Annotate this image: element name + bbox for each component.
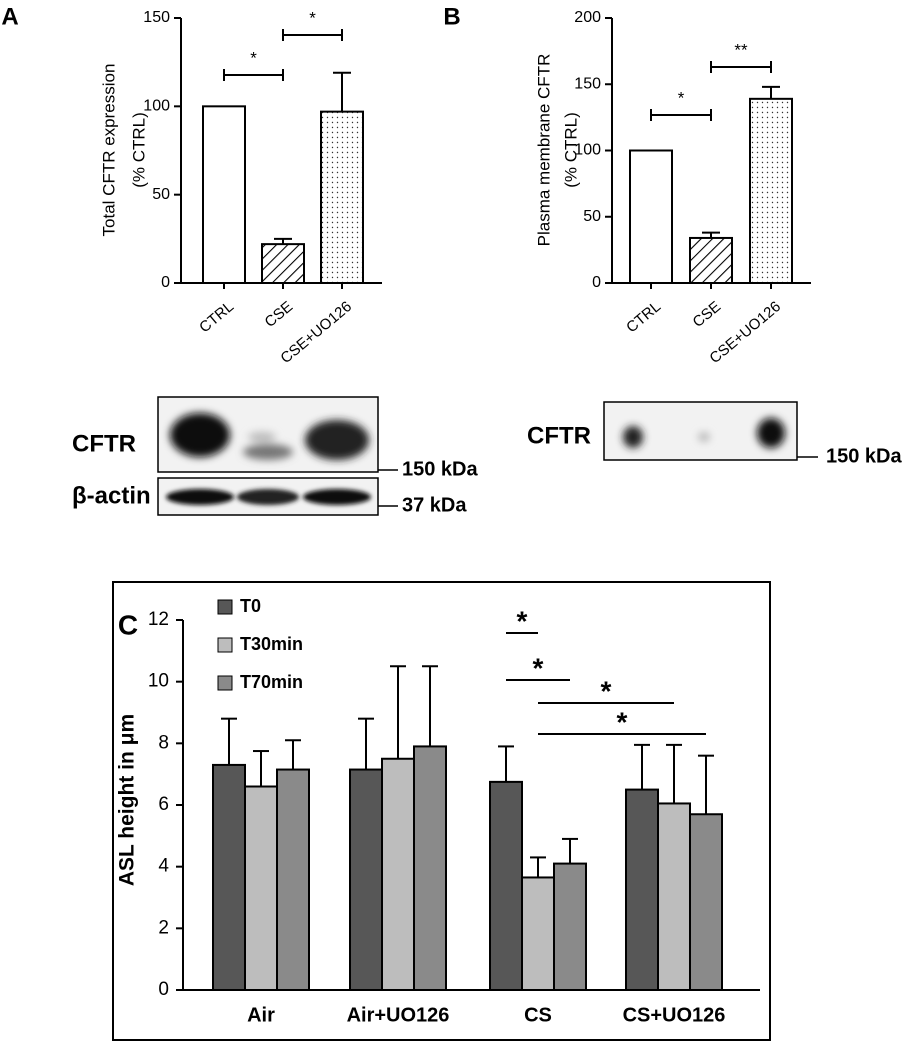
- legend-label: T70min: [240, 672, 303, 692]
- y-axis-label: Plasma membrane CFTR: [534, 54, 553, 247]
- significance-label: *: [517, 605, 528, 636]
- y-tick-label: 150: [574, 75, 601, 92]
- x-tick-label: Air: [247, 1004, 275, 1026]
- y-tick-label: 100: [574, 142, 601, 159]
- y-tick-label: 200: [574, 9, 601, 26]
- y-tick-label: 50: [152, 186, 170, 203]
- bar: [276, 768, 310, 992]
- y-axis-label: Total CFTR expression: [99, 64, 118, 237]
- bar: [629, 149, 673, 284]
- legend-swatch: [217, 637, 233, 653]
- bar: [381, 757, 415, 991]
- y-tick-label: 10: [148, 671, 169, 692]
- y-tick-label: 50: [583, 208, 601, 225]
- bar: [212, 763, 246, 992]
- bar: [625, 788, 659, 991]
- blot-marker: 150 kDa: [826, 445, 902, 467]
- panel-letter: A: [1, 3, 18, 30]
- x-tick-label: Air+UO126: [347, 1004, 450, 1026]
- bar: [261, 243, 305, 284]
- y-tick-label: 150: [143, 9, 170, 26]
- y-tick-label: 100: [143, 98, 170, 115]
- y-tick-label: 0: [158, 979, 169, 1000]
- y-axis-label: ASL height in μm: [116, 714, 139, 886]
- blot-marker: 37 kDa: [402, 494, 467, 516]
- y-axis-label: (% CTRL): [129, 112, 148, 188]
- bar: [657, 802, 691, 991]
- bar: [689, 236, 733, 284]
- y-tick-label: 8: [158, 732, 169, 753]
- blot-marker: 150 kDa: [402, 458, 478, 480]
- significance-label: *: [617, 706, 628, 737]
- significance-label: *: [678, 88, 685, 107]
- bar: [413, 745, 447, 992]
- blot-a: [157, 396, 398, 516]
- panel-letter: C: [118, 609, 138, 640]
- y-tick-label: 4: [158, 856, 169, 877]
- significance-label: *: [533, 652, 544, 683]
- significance-label: *: [250, 48, 257, 67]
- blot-label: CFTR: [527, 422, 591, 449]
- blot-label: β-actin: [72, 482, 151, 509]
- bar: [689, 813, 723, 991]
- x-tick-label: CS+UO126: [623, 1004, 726, 1026]
- x-tick-label: CSE: [262, 298, 297, 331]
- blot-b: [603, 401, 818, 461]
- y-tick-label: 0: [161, 274, 170, 291]
- bar: [320, 110, 364, 284]
- panel-letter: B: [443, 3, 460, 30]
- y-tick-label: 0: [592, 274, 601, 291]
- legend-label: T30min: [240, 634, 303, 654]
- bar: [244, 785, 278, 991]
- blot-label: CFTR: [72, 430, 136, 457]
- legend-label: T0: [240, 596, 261, 616]
- x-tick-label: CSE: [690, 298, 725, 331]
- significance-label: *: [601, 675, 612, 706]
- legend-swatch: [217, 675, 233, 691]
- bar: [553, 862, 587, 991]
- x-tick-label: CTRL: [196, 298, 237, 336]
- bar: [489, 780, 523, 991]
- significance-label: **: [734, 40, 748, 59]
- bar: [202, 105, 246, 285]
- y-tick-label: 6: [158, 794, 169, 815]
- bar: [749, 97, 793, 284]
- panel-c-frame: [112, 581, 771, 1041]
- y-axis-label: (% CTRL): [561, 112, 580, 188]
- bar: [349, 768, 383, 992]
- y-tick-label: 2: [158, 917, 169, 938]
- legend-swatch: [217, 599, 233, 615]
- y-tick-label: 12: [148, 609, 169, 630]
- x-tick-label: CS: [524, 1004, 552, 1026]
- x-tick-label: CTRL: [623, 298, 664, 336]
- significance-label: *: [309, 8, 316, 27]
- bar: [521, 876, 555, 991]
